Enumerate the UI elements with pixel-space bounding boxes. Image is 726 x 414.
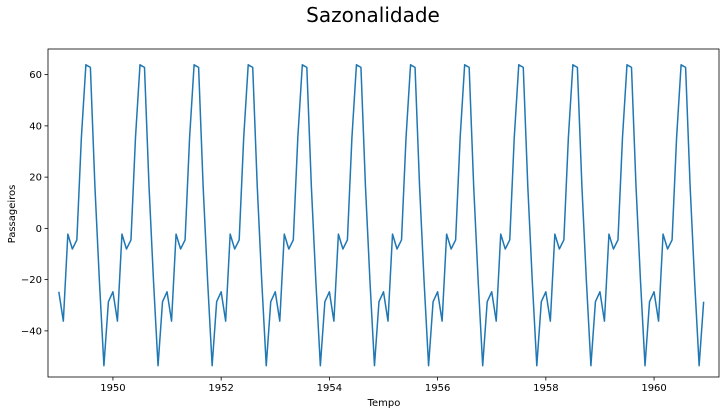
y-tick-label: −40	[21, 326, 42, 337]
y-axis-ticks: −40 −20 0 20 40 60	[21, 70, 48, 337]
x-tick-label: 1956	[425, 383, 450, 394]
seasonality-series-line	[58, 64, 705, 367]
x-tick-label: 1950	[100, 383, 125, 394]
plot-frame	[47, 48, 720, 378]
y-tick-label: 20	[29, 173, 42, 184]
y-tick-label: 60	[29, 70, 42, 81]
x-tick-label: 1958	[533, 383, 558, 394]
x-axis-ticks: 1950 1952 1954 1956 1958 1960	[100, 377, 667, 394]
x-tick-label: 1960	[641, 383, 666, 394]
y-tick-label: 40	[29, 121, 42, 132]
y-tick-label: −20	[21, 275, 42, 286]
y-tick-label: 0	[36, 224, 42, 235]
x-axis-label: Tempo	[367, 398, 401, 409]
x-tick-label: 1954	[317, 383, 342, 394]
y-axis-label: Passageiros	[7, 185, 18, 244]
chart-title: Sazonalidade	[306, 3, 440, 27]
x-tick-label: 1952	[208, 383, 233, 394]
